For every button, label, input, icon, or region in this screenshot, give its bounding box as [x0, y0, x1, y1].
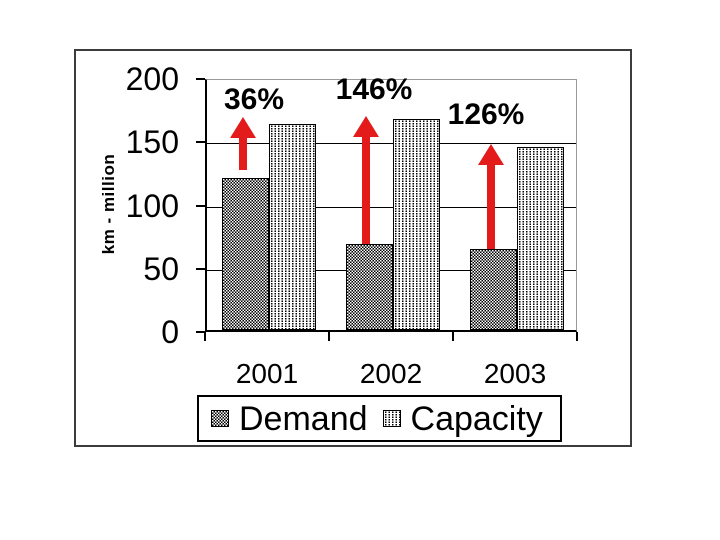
growth-arrow-head-2003 [478, 144, 504, 165]
growth-arrow-head-2001 [230, 117, 256, 138]
y-tick-label-150: 150 [125, 124, 179, 161]
growth-annotation-2001: 36% [223, 83, 285, 116]
y-tick-label-50: 50 [143, 250, 179, 287]
bar-capacity-2002 [393, 119, 440, 330]
y-tick-mark-50 [196, 267, 205, 270]
growth-arrow-shaft-2002 [362, 135, 370, 244]
chart-frame: km - million 0 50 100 150 200 2001 2002 2003 36%… [74, 49, 632, 447]
bar-capacity-2001 [269, 124, 316, 330]
legend-label-demand: Demand [239, 399, 368, 438]
growth-arrow-shaft-2003 [487, 163, 495, 249]
bar-demand-2003 [470, 249, 517, 330]
growth-arrow-shaft-2001 [239, 136, 247, 170]
growth-annotation-2002: 146% [335, 73, 413, 106]
legend: Demand Capacity [197, 395, 562, 442]
y-tick-mark-100 [196, 204, 205, 207]
gridline-150 [207, 143, 576, 145]
growth-arrow-head-2002 [353, 116, 379, 137]
x-category-label-2002: 2002 [359, 358, 423, 389]
bar-demand-2002 [346, 244, 393, 330]
legend-label-capacity: Capacity [410, 399, 543, 438]
bar-demand-2001 [222, 178, 269, 330]
x-category-label-2003: 2003 [483, 358, 547, 389]
legend-swatch-capacity [382, 410, 401, 427]
legend-swatch-demand [211, 410, 229, 427]
growth-annotation-2003: 126% [447, 98, 525, 131]
y-tick-mark-200 [196, 78, 205, 80]
x-tick-mark-2 [452, 332, 454, 341]
y-tick-label-0: 0 [161, 314, 179, 350]
x-tick-mark-3 [576, 332, 578, 341]
y-tick-label-100: 100 [125, 187, 179, 224]
bar-capacity-2003 [517, 147, 564, 330]
x-category-label-2001: 2001 [235, 358, 299, 389]
x-tick-mark-1 [328, 332, 330, 341]
gridline-100 [207, 206, 576, 208]
plot-area [205, 79, 577, 332]
y-tick-mark-0 [196, 331, 205, 333]
x-tick-mark-0 [204, 332, 206, 341]
y-tick-label-200: 200 [125, 61, 179, 97]
y-tick-mark-150 [196, 141, 205, 144]
